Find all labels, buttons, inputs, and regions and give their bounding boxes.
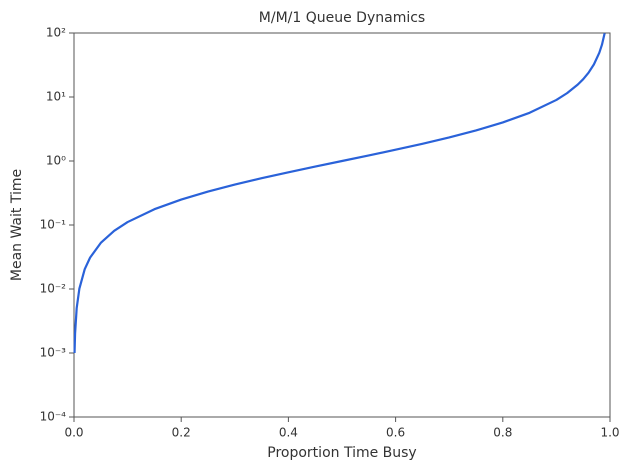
y-tick-label: 10¹	[46, 90, 66, 104]
y-tick-label: 10²	[46, 26, 66, 40]
x-tick-label: 0.4	[279, 426, 298, 440]
y-tick-label: 10⁻¹	[40, 218, 67, 232]
x-tick-label: 0.2	[172, 426, 191, 440]
plot-frame	[73, 32, 611, 418]
x-tick-label: 0.0	[64, 426, 83, 440]
series-line	[73, 33, 606, 354]
x-tick-label: 0.8	[493, 426, 512, 440]
chart-title: M/M/1 Queue Dynamics	[259, 10, 425, 26]
y-tick-label: 10⁻⁴	[40, 410, 67, 424]
x-axis-label: Proportion Time Busy	[267, 445, 416, 461]
y-axis-label: Mean Wait Time	[9, 169, 25, 281]
y-tick-label: 10⁻²	[40, 282, 67, 296]
x-tick-label: 1.0	[600, 426, 619, 440]
y-tick-label: 10⁰	[46, 154, 66, 168]
x-tick-label: 0.6	[386, 426, 405, 440]
y-tick-label: 10⁻³	[40, 346, 67, 360]
